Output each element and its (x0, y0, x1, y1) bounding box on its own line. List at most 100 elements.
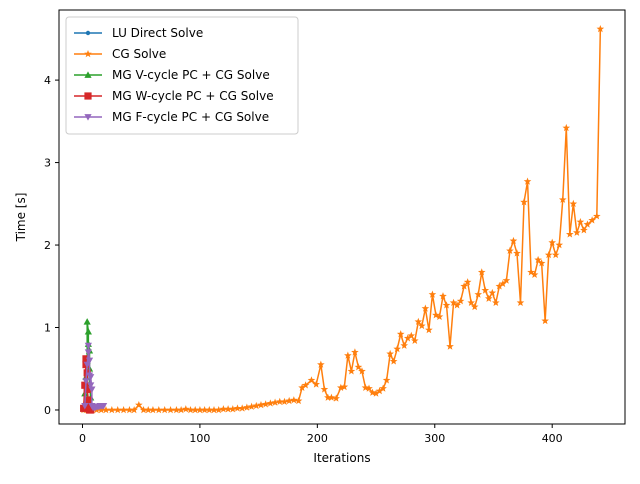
data-point (365, 384, 373, 392)
y-tick-label: 4 (44, 74, 51, 87)
data-point (243, 403, 251, 411)
data-point (488, 288, 497, 297)
data-point (509, 236, 518, 245)
data-point (210, 405, 218, 414)
data-point (100, 402, 108, 410)
data-point (442, 301, 451, 309)
data-point (389, 357, 398, 365)
data-point (541, 316, 549, 325)
data-point (224, 405, 232, 413)
data-point (155, 405, 163, 414)
data-point (418, 321, 426, 330)
data-point (396, 330, 405, 338)
data-point (502, 276, 511, 284)
data-point (513, 249, 521, 257)
data-point (97, 405, 106, 414)
data-point (435, 312, 444, 321)
data-point (337, 383, 345, 391)
x-tick-label: 300 (424, 432, 445, 445)
data-point (228, 405, 237, 413)
data-point (219, 405, 228, 413)
data-point (573, 228, 581, 236)
data-point (238, 404, 246, 412)
data-point (449, 298, 458, 306)
data-point (555, 241, 564, 249)
data-point (530, 270, 539, 278)
data-point (344, 351, 352, 359)
data-point (474, 290, 483, 298)
x-axis-label: Iterations (313, 451, 370, 465)
data-point (506, 246, 514, 255)
data-point (324, 393, 332, 401)
y-tick-label: 1 (44, 322, 51, 335)
legend: LU Direct Solve CG Solve MG V-cycle PC + C… (65, 16, 299, 135)
data-point (149, 405, 157, 414)
data-point (467, 298, 475, 306)
data-point (332, 394, 340, 402)
data-point (214, 405, 223, 414)
legend-label: CG Solve (112, 47, 166, 61)
data-point (470, 302, 479, 311)
data-point (83, 318, 91, 325)
data-point (320, 385, 329, 393)
data-point (456, 297, 465, 305)
data-point (566, 230, 574, 238)
data-point (386, 349, 394, 358)
data-point (562, 123, 571, 132)
data-point (551, 250, 560, 259)
series-5 (81, 342, 108, 412)
data-point (460, 282, 468, 290)
data-point (596, 24, 605, 33)
data-point (280, 397, 289, 405)
data-point (139, 405, 148, 414)
data-point (298, 383, 306, 391)
data-point (172, 405, 181, 414)
legend-marker (85, 30, 91, 36)
series-layer (79, 24, 605, 414)
data-point (351, 348, 359, 356)
data-point (580, 226, 588, 234)
legend-label: MG F-cycle PC + CG Solve (112, 110, 269, 124)
data-point (301, 381, 310, 389)
data-point (85, 357, 94, 365)
data-point (537, 259, 546, 267)
data-point (379, 384, 387, 392)
data-point (327, 393, 336, 401)
data-point (233, 404, 242, 412)
legend-marker (84, 71, 92, 78)
data-point (354, 363, 363, 371)
data-point (84, 342, 92, 350)
legend-item: LU Direct Solve (74, 26, 203, 40)
data-point (414, 317, 423, 325)
plot-frame (58, 9, 626, 425)
legend-label: MG W-cycle PC + CG Solve (112, 89, 274, 103)
data-point (439, 292, 447, 300)
data-point (261, 400, 270, 408)
data-point (102, 405, 110, 414)
data-point (271, 398, 279, 406)
data-point (403, 334, 412, 342)
data-point (477, 268, 486, 276)
data-point (182, 405, 190, 413)
data-point (446, 342, 454, 350)
data-point (481, 286, 490, 294)
data-point (484, 294, 493, 302)
y-tick-label: 2 (44, 239, 51, 252)
legend-marker (84, 50, 92, 58)
data-point (358, 367, 366, 375)
x-tick-label: 400 (542, 432, 563, 445)
data-point (200, 405, 209, 414)
data-point (205, 405, 214, 414)
data-point (588, 216, 596, 224)
data-point (375, 387, 384, 395)
legend-item: MG F-cycle PC + CG Solve (74, 110, 269, 124)
data-point (285, 396, 293, 405)
data-point (407, 331, 416, 339)
data-point (544, 250, 553, 259)
data-point (492, 298, 500, 306)
x-tick-label: 200 (307, 432, 328, 445)
data-point (428, 290, 437, 298)
data-point (84, 328, 92, 335)
legend-label: LU Direct Solve (112, 26, 203, 40)
